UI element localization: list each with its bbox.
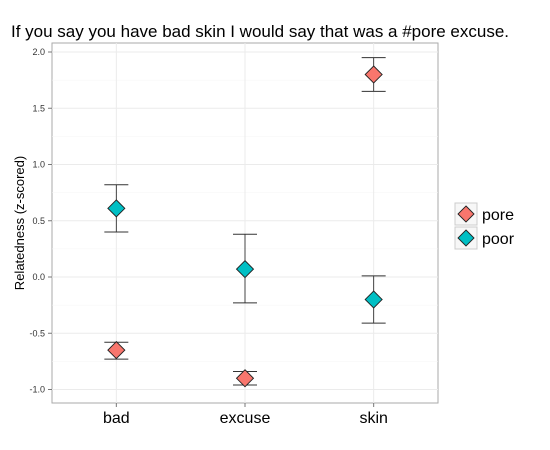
- y-tick-label: 1.5: [32, 103, 45, 113]
- legend-label-pore: pore: [482, 207, 514, 224]
- chart-title: If you say you have bad skin I would say…: [11, 22, 509, 41]
- y-tick-label: 2.0: [32, 47, 45, 57]
- legend-label-poor: poor: [482, 231, 515, 248]
- y-axis: 2.0 1.5 1.0 0.5 0.0 -0.5 -1.0: [29, 47, 52, 395]
- y-tick-label: 1.0: [32, 160, 45, 170]
- y-tick-label: -1.0: [29, 385, 45, 395]
- legend: pore poor: [455, 203, 515, 249]
- x-tick-label-excuse: excuse: [220, 410, 271, 427]
- y-axis-label: Relatedness (z-scored): [12, 156, 27, 290]
- y-tick-label: -0.5: [29, 328, 45, 338]
- x-axis: bad excuse skin: [103, 403, 388, 427]
- x-tick-label-skin: skin: [359, 410, 387, 427]
- y-tick-label: 0.5: [32, 216, 45, 226]
- x-tick-label-bad: bad: [103, 410, 130, 427]
- y-tick-label: 0.0: [32, 272, 45, 282]
